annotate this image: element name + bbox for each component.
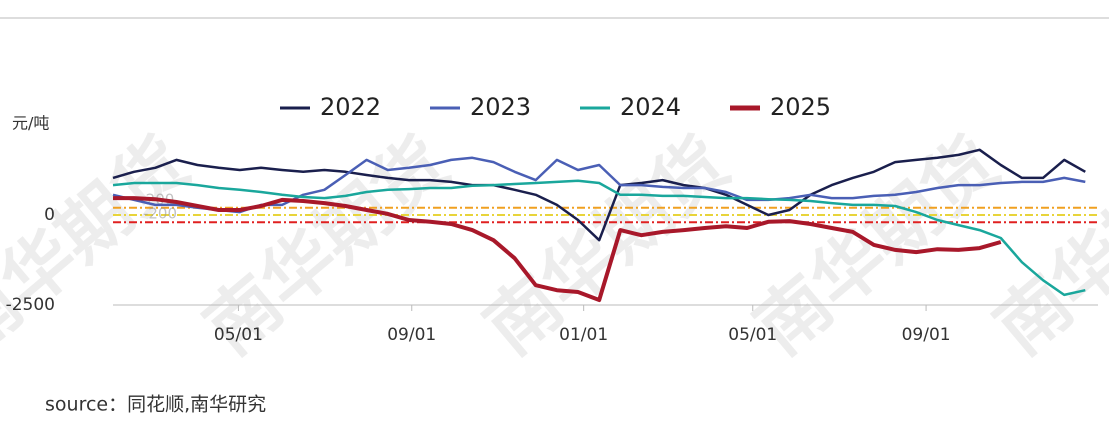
legend-label: 2024 xyxy=(620,93,681,121)
watermark: 南华期货 xyxy=(0,121,204,370)
series-line xyxy=(113,196,1002,302)
x-tick-label: 05/01 xyxy=(214,325,263,345)
source: source：同花顺,南华研究 xyxy=(45,394,266,416)
watermark: 南华期货 xyxy=(979,121,1109,370)
x-tick-label: 05/01 xyxy=(728,325,777,345)
x-tick-label: 09/01 xyxy=(902,325,951,345)
legend-label: 2023 xyxy=(470,93,531,121)
series-line xyxy=(112,148,1086,242)
legend-label: 2022 xyxy=(320,93,381,121)
series-line xyxy=(112,156,1086,214)
y-tick-label: -2500 xyxy=(6,295,55,315)
x-tick-label: 09/01 xyxy=(387,325,436,345)
legend-label: 2025 xyxy=(770,93,831,121)
y-tick-label: 0 xyxy=(44,205,55,225)
reference-label: -200 xyxy=(143,205,177,223)
y-unit: 元/吨 xyxy=(12,114,49,133)
series-line xyxy=(112,179,1086,297)
x-tick-label: 01/01 xyxy=(559,325,608,345)
